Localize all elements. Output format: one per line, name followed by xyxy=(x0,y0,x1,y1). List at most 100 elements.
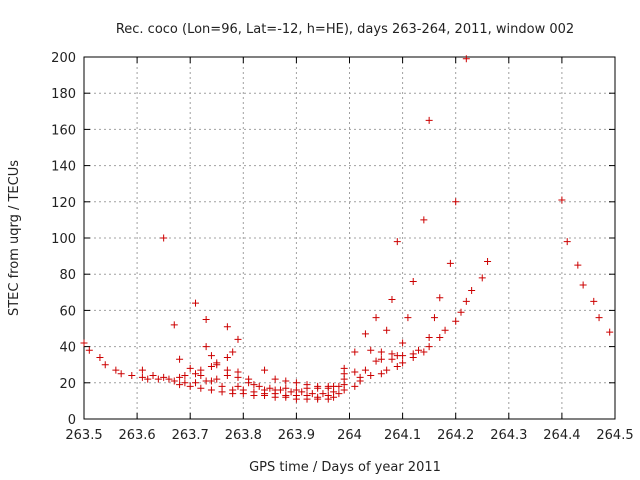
data-point xyxy=(425,343,433,351)
data-point xyxy=(138,366,146,374)
data-point xyxy=(292,386,300,394)
y-tick-label: 140 xyxy=(51,160,76,175)
data-point xyxy=(409,350,417,358)
data-point xyxy=(207,352,215,360)
data-point xyxy=(202,315,210,323)
data-point xyxy=(154,375,162,383)
data-point xyxy=(462,297,470,305)
data-point xyxy=(324,384,332,392)
data-point xyxy=(404,314,412,322)
data-point xyxy=(388,296,396,304)
data-point xyxy=(282,377,290,385)
data-point xyxy=(595,314,603,322)
data-point xyxy=(234,373,242,381)
data-point xyxy=(223,353,231,361)
data-point xyxy=(197,372,205,380)
data-point xyxy=(324,391,332,399)
x-tick-label: 264.5 xyxy=(596,428,633,443)
data-point xyxy=(303,384,311,392)
x-tick-label: 264.3 xyxy=(490,428,527,443)
axis-ticks: 263.5 263.6 263.7 263.8 263.9 264 264.1 264.2 26… xyxy=(51,51,633,443)
data-point xyxy=(351,382,359,390)
data-point xyxy=(186,382,194,390)
data-point xyxy=(271,375,279,383)
x-tick-label: 263.6 xyxy=(118,428,155,443)
y-tick-label: 180 xyxy=(51,87,76,102)
data-point xyxy=(234,382,242,390)
y-tick-label: 200 xyxy=(51,51,76,66)
data-point xyxy=(468,286,476,294)
data-point xyxy=(213,375,221,383)
data-point xyxy=(112,366,120,374)
data-point xyxy=(261,386,269,394)
data-point xyxy=(478,274,486,282)
data-point xyxy=(367,346,375,354)
data-point xyxy=(335,390,343,398)
data-point xyxy=(80,339,88,347)
x-tick-label: 264.4 xyxy=(543,428,580,443)
data-point xyxy=(85,346,93,354)
data-point xyxy=(192,379,200,387)
data-point xyxy=(223,366,231,374)
data-point xyxy=(399,359,407,367)
data-point xyxy=(574,261,582,269)
y-tick-label: 0 xyxy=(68,413,76,428)
data-point xyxy=(287,388,295,396)
data-point xyxy=(207,386,215,394)
data-point xyxy=(245,379,253,387)
data-point xyxy=(170,321,178,329)
data-point xyxy=(192,299,200,307)
data-point xyxy=(261,366,269,374)
data-point xyxy=(383,326,391,334)
data-point xyxy=(351,368,359,376)
data-point xyxy=(425,334,433,342)
y-tick-label: 60 xyxy=(59,304,76,319)
data-point xyxy=(372,357,380,365)
data-point xyxy=(420,216,428,224)
data-point xyxy=(218,382,226,390)
data-point xyxy=(377,370,385,378)
data-point xyxy=(266,384,274,392)
data-point xyxy=(367,372,375,380)
data-point xyxy=(452,198,460,206)
data-point xyxy=(165,375,173,383)
data-point xyxy=(335,382,343,390)
data-point xyxy=(420,348,428,356)
x-tick-label: 263.9 xyxy=(278,428,315,443)
data-point xyxy=(170,377,178,385)
x-tick-label: 264 xyxy=(337,428,362,443)
data-point xyxy=(197,384,205,392)
data-point xyxy=(361,366,369,374)
data-point xyxy=(430,314,438,322)
data-point xyxy=(393,363,401,371)
data-point xyxy=(462,55,470,63)
data-point xyxy=(160,234,168,242)
x-axis-label: GPS time / Days of year 2011 xyxy=(249,460,441,475)
data-point xyxy=(441,326,449,334)
y-tick-label: 120 xyxy=(51,196,76,211)
data-point xyxy=(229,348,237,356)
y-tick-label: 100 xyxy=(51,232,76,247)
x-tick-label: 263.5 xyxy=(65,428,102,443)
y-tick-label: 40 xyxy=(59,341,76,356)
data-point xyxy=(361,330,369,338)
y-tick-label: 20 xyxy=(59,377,76,392)
data-point xyxy=(223,323,231,331)
data-point xyxy=(160,373,168,381)
data-point xyxy=(319,390,327,398)
data-point xyxy=(399,339,407,347)
data-point xyxy=(181,379,189,387)
data-points xyxy=(80,55,614,403)
data-point xyxy=(436,294,444,302)
data-point xyxy=(399,352,407,360)
chart-title: Rec. coco (Lon=96, Lat=-12, h=HE), days … xyxy=(116,22,574,37)
data-point xyxy=(176,355,184,363)
data-point xyxy=(229,386,237,394)
data-point xyxy=(606,328,614,336)
data-point xyxy=(388,355,396,363)
data-point xyxy=(207,377,215,385)
data-point xyxy=(144,375,152,383)
data-point xyxy=(415,346,423,354)
data-point xyxy=(101,361,109,369)
x-tick-label: 264.2 xyxy=(437,428,474,443)
